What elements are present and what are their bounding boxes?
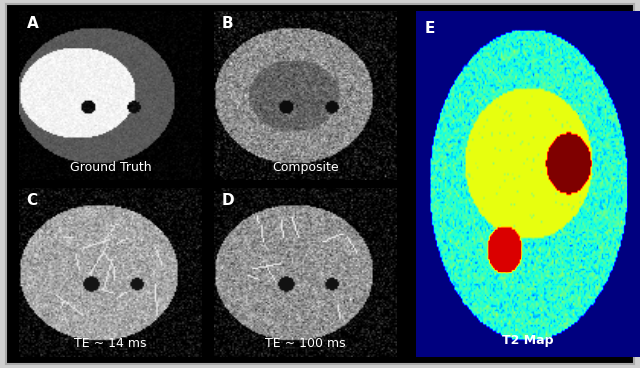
Text: TE ~ 100 ms: TE ~ 100 ms [266, 337, 346, 350]
Text: TE ~ 14 ms: TE ~ 14 ms [74, 337, 147, 350]
Text: T2 Map: T2 Map [502, 333, 554, 347]
Text: Composite: Composite [272, 160, 339, 174]
Text: C: C [26, 193, 38, 208]
Text: Ground Truth: Ground Truth [70, 160, 151, 174]
Text: D: D [221, 193, 234, 208]
Text: A: A [26, 16, 38, 31]
Text: B: B [221, 16, 234, 31]
Text: E: E [425, 21, 435, 36]
